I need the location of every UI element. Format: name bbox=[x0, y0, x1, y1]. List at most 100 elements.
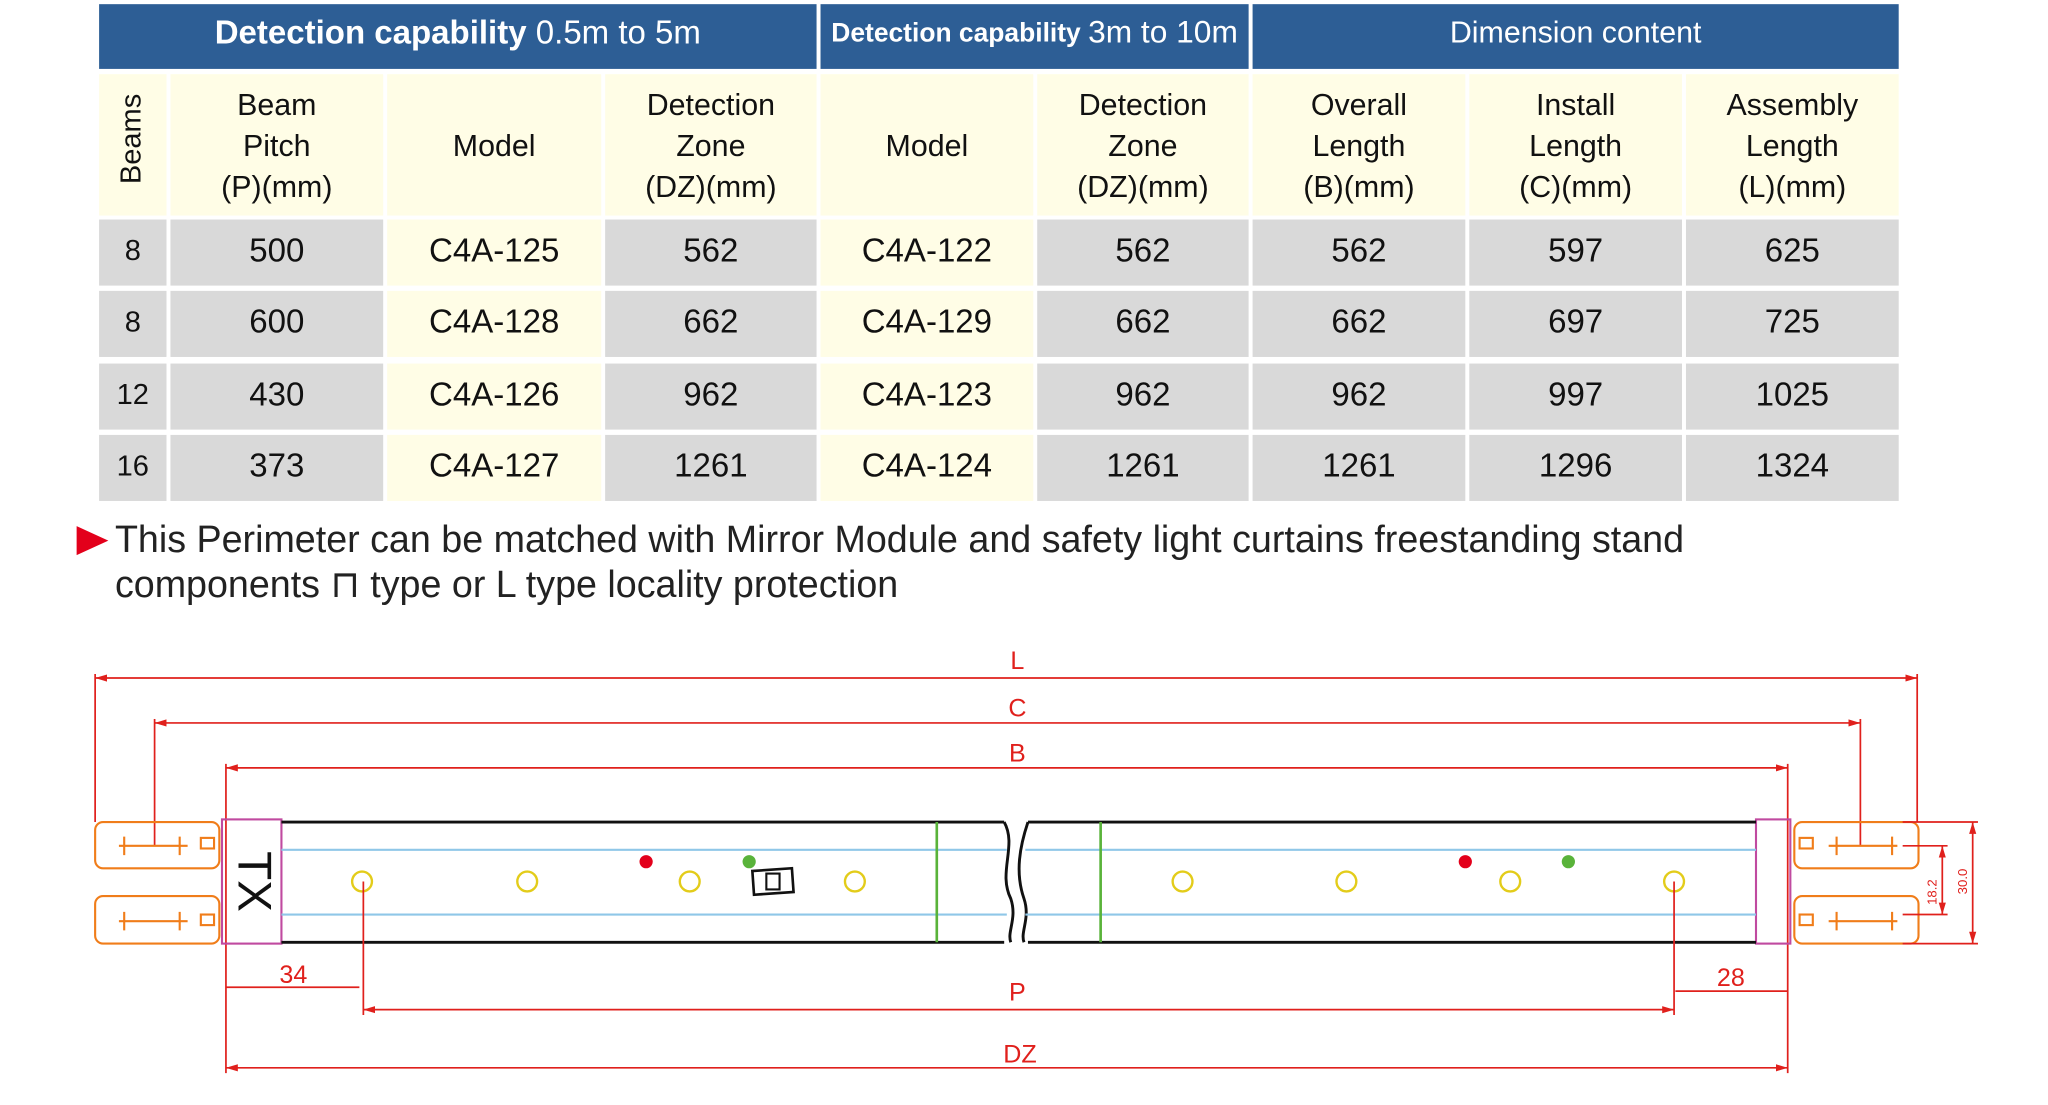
table-cell bbox=[1037, 363, 1249, 430]
cell-text: C4A-128 bbox=[429, 303, 559, 340]
column-header: Length bbox=[1746, 129, 1839, 163]
column-header: (DZ)(mm) bbox=[645, 170, 777, 204]
cell-text: 962 bbox=[1331, 375, 1386, 412]
bullet-arrow bbox=[76, 526, 109, 556]
dimension-drawing: L C B TX bbox=[94, 647, 1978, 1074]
group-header-range: 3m to 10m bbox=[1088, 14, 1238, 50]
column-header: (C)(mm) bbox=[1519, 170, 1632, 204]
table-cell bbox=[1037, 290, 1249, 357]
column-header: Model bbox=[886, 129, 969, 163]
column-header: Zone bbox=[676, 129, 745, 163]
table-cell bbox=[605, 290, 817, 357]
cell-text: 1261 bbox=[1322, 447, 1395, 484]
table-cell bbox=[387, 434, 602, 501]
cell-text: 600 bbox=[249, 303, 304, 340]
group-header-label: Dimension content bbox=[1450, 16, 1702, 50]
table-cell bbox=[1252, 363, 1466, 430]
table-cell bbox=[820, 363, 1034, 430]
table-cell bbox=[1037, 219, 1249, 286]
table-cell bbox=[820, 219, 1034, 286]
table-cell bbox=[387, 363, 602, 430]
column-header: (DZ)(mm) bbox=[1077, 170, 1209, 204]
column-header: Detection bbox=[647, 88, 775, 122]
cell-text: 662 bbox=[683, 303, 738, 340]
column-header: Assembly bbox=[1726, 88, 1858, 122]
dim-label: L bbox=[1010, 647, 1024, 675]
cell-text: C4A-124 bbox=[862, 447, 992, 484]
spec-table: Detection capability 0.5m to 5m Detection… bbox=[99, 4, 1899, 501]
dim-label: 18.2 bbox=[1925, 879, 1940, 905]
cell-text: 500 bbox=[249, 231, 304, 268]
table-cell bbox=[1469, 219, 1683, 286]
table-cell bbox=[170, 290, 384, 357]
column-header: Pitch bbox=[243, 129, 311, 163]
lens-line bbox=[281, 848, 1756, 916]
table-cell bbox=[1037, 434, 1249, 501]
housing bbox=[281, 820, 1756, 944]
column-header: Overall bbox=[1311, 88, 1407, 122]
column-header: Detection bbox=[1079, 88, 1207, 122]
end-cap bbox=[220, 818, 283, 945]
group-header-range: 0.5m to 5m bbox=[536, 13, 701, 50]
column-header-cell bbox=[820, 74, 1034, 216]
table-cell bbox=[170, 363, 384, 430]
group-header: Detection capability 3m to 10m bbox=[831, 14, 1238, 50]
table-cell bbox=[820, 434, 1034, 501]
note-line: This Perimeter can be matched with Mirro… bbox=[115, 518, 1684, 560]
dim-label: 30.0 bbox=[1955, 869, 1970, 895]
column-header-cell bbox=[1469, 74, 1683, 216]
cell-text: 8 bbox=[125, 307, 141, 339]
column-header: Install bbox=[1536, 88, 1615, 122]
column-header: (B)(mm) bbox=[1303, 170, 1414, 204]
cell-text: C4A-122 bbox=[862, 231, 992, 268]
table-cell bbox=[605, 363, 817, 430]
cell-text: C4A-126 bbox=[429, 375, 559, 412]
dim-label: 28 bbox=[1717, 964, 1745, 992]
table-cell bbox=[605, 434, 817, 501]
table-cell bbox=[170, 434, 384, 501]
cell-text: 662 bbox=[1331, 303, 1386, 340]
column-header: Length bbox=[1312, 129, 1405, 163]
column-header: Beam bbox=[237, 88, 316, 122]
table-cell bbox=[1252, 219, 1466, 286]
dim-label: DZ bbox=[1003, 1041, 1036, 1069]
table-cell bbox=[820, 290, 1034, 357]
dim-label: C bbox=[1008, 694, 1026, 722]
table-cell bbox=[1252, 290, 1466, 357]
mount-bracket bbox=[94, 820, 1920, 945]
cell-text: 725 bbox=[1765, 303, 1820, 340]
column-header: Beams bbox=[115, 94, 147, 184]
column-header: Model bbox=[453, 129, 536, 163]
dim-label: P bbox=[1009, 978, 1026, 1006]
column-header-cell bbox=[387, 74, 602, 216]
cell-text: 1261 bbox=[1106, 447, 1179, 484]
cell-text: C4A-125 bbox=[429, 231, 559, 268]
note-line: components ⊓ type or L type locality pro… bbox=[115, 563, 898, 605]
cell-text: 1324 bbox=[1756, 447, 1829, 484]
table-cell bbox=[1469, 434, 1683, 501]
table-cell bbox=[1469, 290, 1683, 357]
end-cap bbox=[1754, 818, 1792, 945]
dim-label: B bbox=[1009, 739, 1026, 767]
group-header-cell bbox=[99, 4, 817, 69]
cell-text: C4A-129 bbox=[862, 303, 992, 340]
dim-label: 34 bbox=[279, 961, 307, 989]
table-cell bbox=[1685, 434, 1899, 501]
cell-text: 373 bbox=[249, 447, 304, 484]
column-header: (L)(mm) bbox=[1738, 170, 1846, 204]
column-header-cell bbox=[99, 74, 167, 216]
cell-text: 697 bbox=[1548, 303, 1603, 340]
table-cell bbox=[1685, 363, 1899, 430]
group-header-cell bbox=[1252, 4, 1899, 69]
cell-text: 1296 bbox=[1539, 447, 1612, 484]
unit-label: TX bbox=[227, 851, 280, 912]
column-header-cell bbox=[1685, 74, 1899, 216]
column-header-cell bbox=[1037, 74, 1249, 216]
table-cell bbox=[1252, 434, 1466, 501]
table-cell bbox=[605, 219, 817, 286]
table-cell bbox=[99, 434, 167, 501]
group-header-label: Detection capability bbox=[215, 13, 528, 50]
table-cell bbox=[99, 290, 167, 357]
